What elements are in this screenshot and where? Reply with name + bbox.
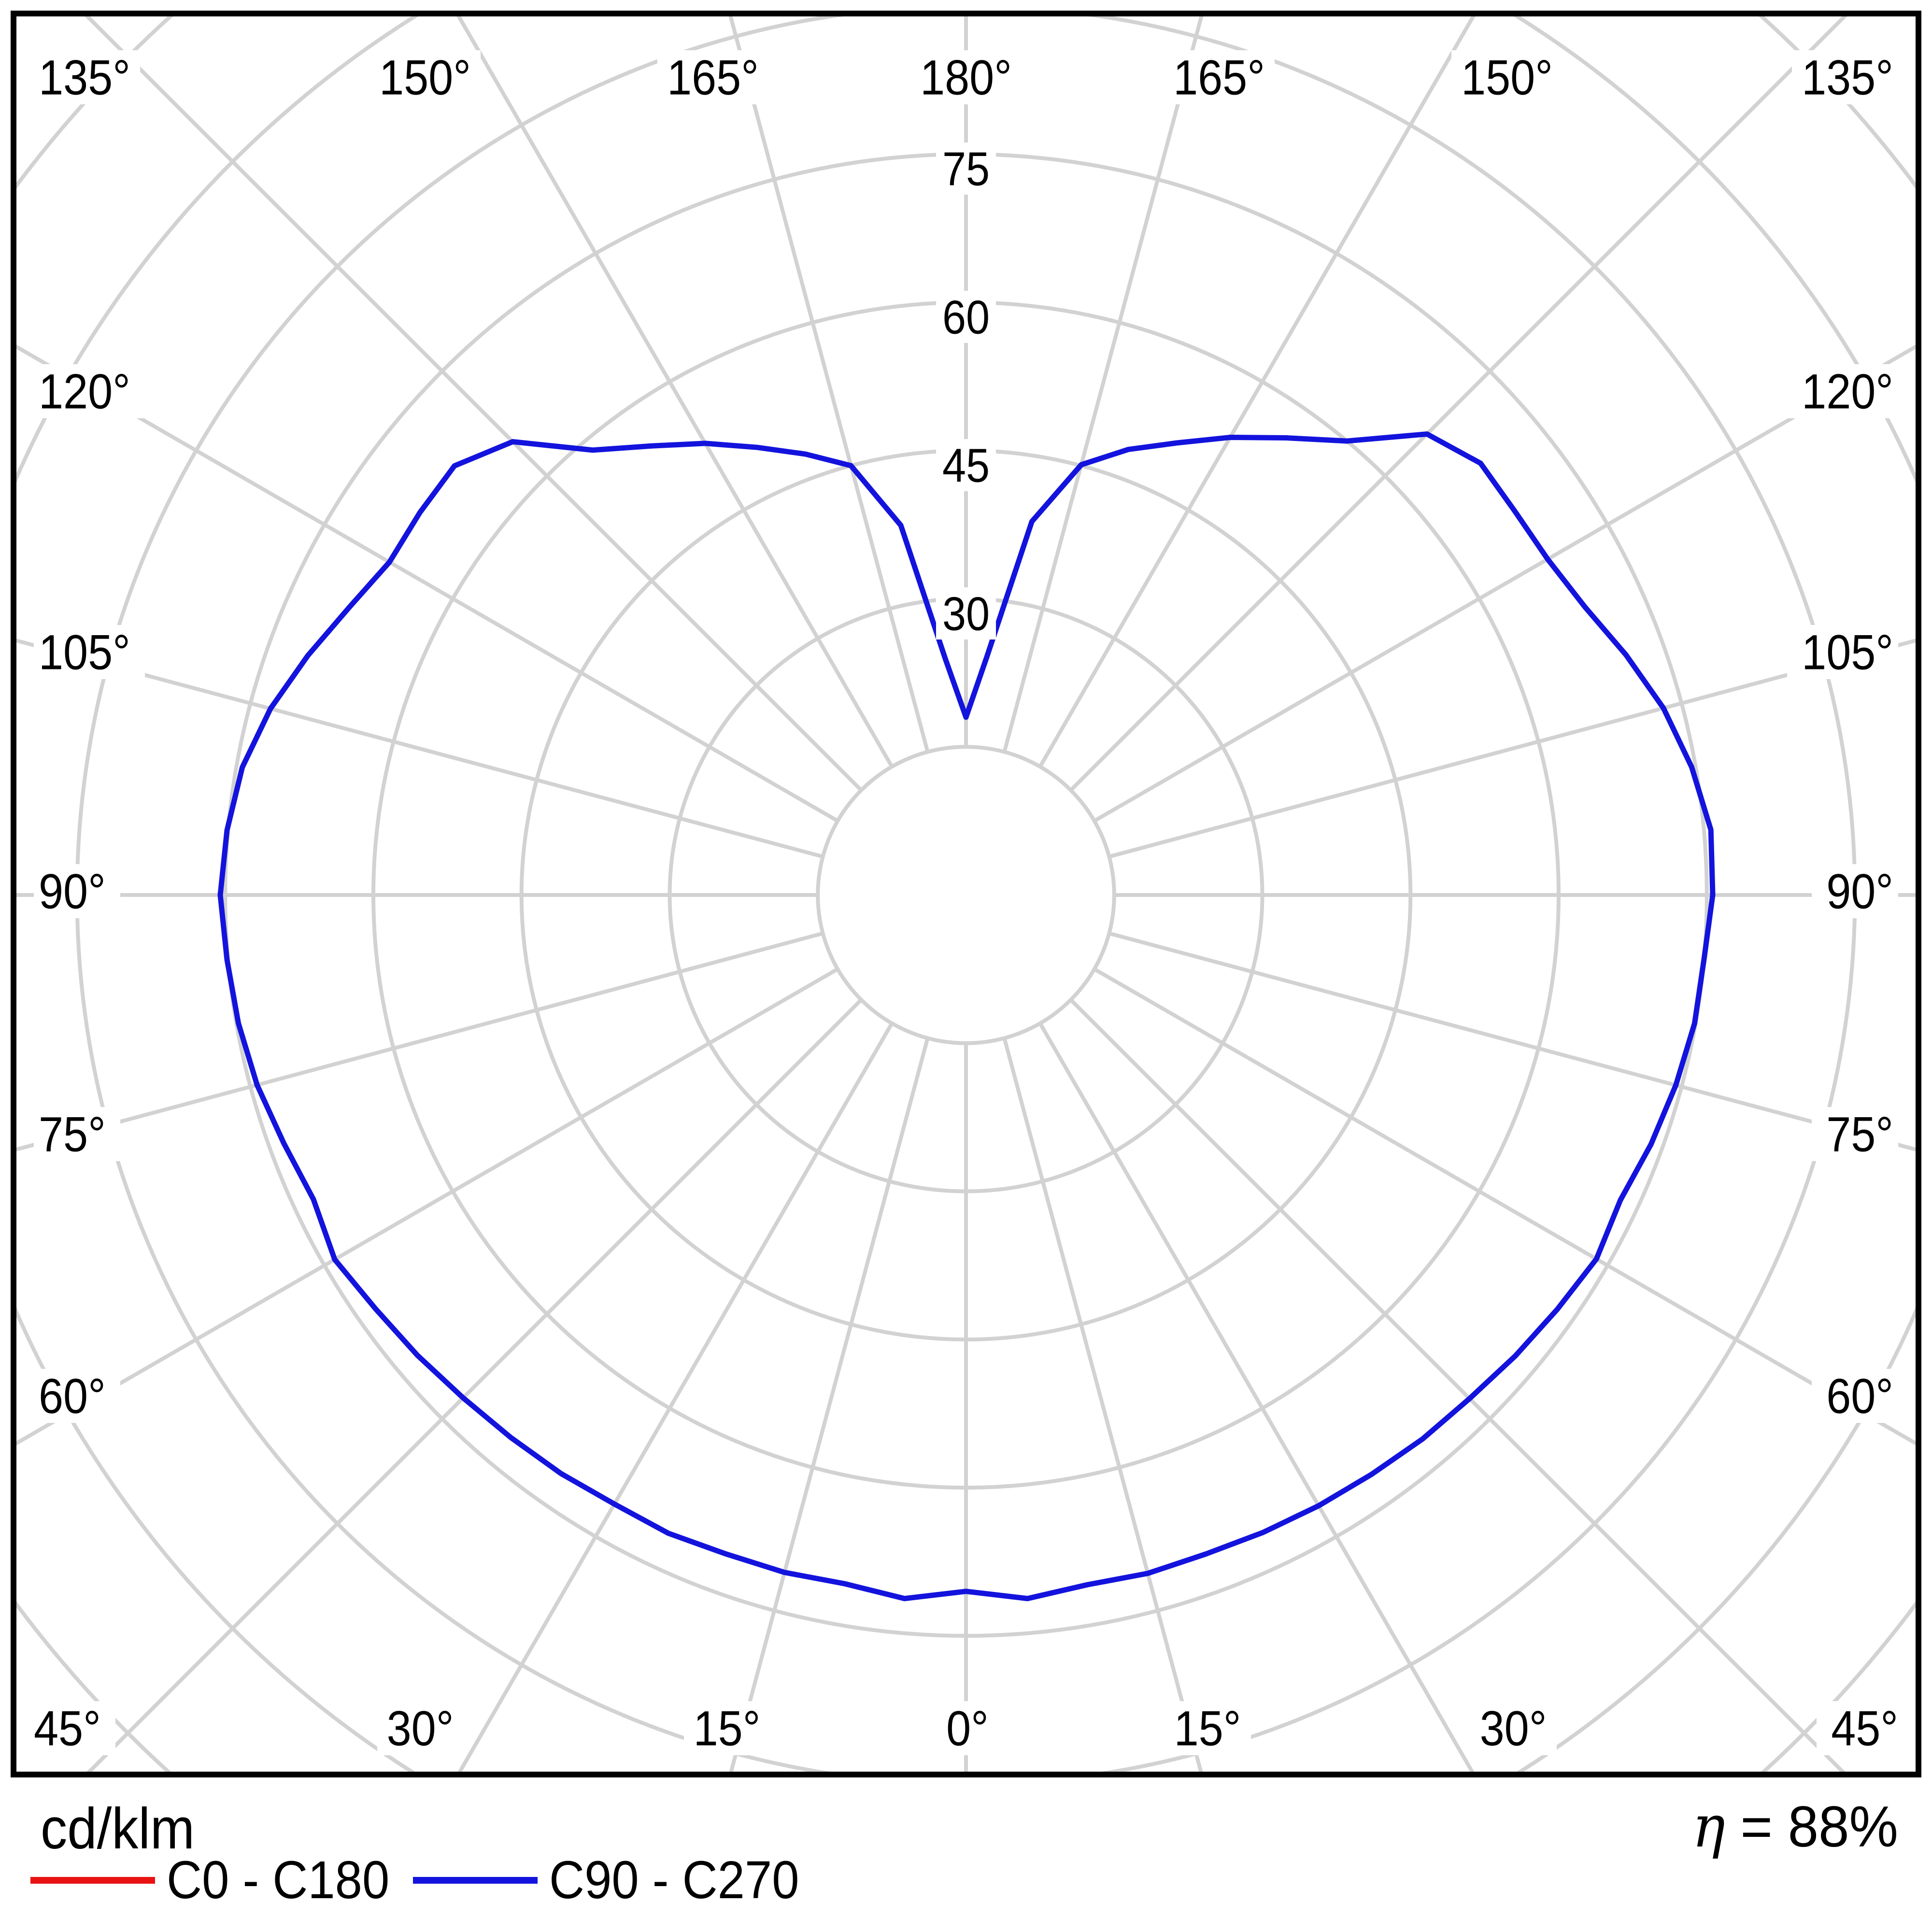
- angle-label-15°-bg: [1165, 1701, 1251, 1755]
- angle-label-165°: 165°: [667, 50, 759, 105]
- polar-spoke-225: [85, 16, 863, 792]
- angle-label-45°: 45°: [1831, 1701, 1898, 1756]
- angle-label-180°: 180°: [920, 50, 1012, 105]
- polar-spoke-285: [16, 931, 824, 1151]
- plot-frame: [11, 11, 1921, 1777]
- ring-label-45-bg: [936, 439, 996, 491]
- angle-label-15°: 15°: [1174, 1701, 1241, 1756]
- polar-spoke-120: [1093, 344, 1916, 823]
- efficiency-label: η = 88%: [1692, 1798, 1898, 1856]
- angle-label-60°: 60°: [39, 1368, 106, 1424]
- angle-label-60°-bg: [34, 1369, 120, 1423]
- angle-label-105°-bg: [1787, 625, 1898, 679]
- angle-label-135°-bg: [29, 50, 140, 104]
- angle-label-90°: 90°: [1826, 864, 1893, 919]
- angle-label-135°: 135°: [1802, 50, 1893, 105]
- angle-label-165°-bg: [657, 50, 768, 104]
- angle-label-45°: 45°: [34, 1701, 101, 1756]
- unit-label: cd/klm: [41, 1796, 195, 1861]
- polar-spoke-60: [1093, 967, 1916, 1446]
- polar-spoke-135: [1069, 16, 1847, 792]
- angle-label-120°: 120°: [1802, 364, 1893, 419]
- angle-label-105°: 105°: [1802, 625, 1893, 680]
- ring-label-75: 75: [942, 142, 990, 195]
- angle-label-90°-bg: [34, 864, 120, 918]
- ring-label-45: 45: [942, 439, 990, 492]
- polar-spoke-240: [16, 344, 839, 823]
- angle-label-90°: 90°: [39, 864, 106, 919]
- angle-label-135°-bg: [1792, 50, 1903, 104]
- legend-label-c90-c270: C90 - C270: [549, 1850, 799, 1910]
- curve-c90-c270: [217, 431, 1716, 1602]
- angle-label-150°-bg: [1451, 50, 1563, 104]
- angle-label-75°-bg: [34, 1107, 120, 1161]
- polar-ring-15: [816, 745, 1116, 1045]
- ring-label-60: 60: [942, 291, 990, 343]
- polar-spoke-165: [1002, 16, 1204, 753]
- angle-label-75°: 75°: [1826, 1107, 1893, 1162]
- angle-label-120°-bg: [1787, 364, 1898, 418]
- polar-spoke-255: [16, 639, 824, 859]
- angle-label-150°-bg: [369, 50, 481, 104]
- polar-spoke-300: [16, 967, 839, 1446]
- angle-label-135°: 135°: [39, 50, 130, 105]
- angle-label-150°: 150°: [379, 50, 471, 105]
- angle-label-45°-bg: [1817, 1701, 1903, 1755]
- polar-spoke-30: [1038, 1022, 1475, 1772]
- angle-label-30°: 30°: [1480, 1701, 1547, 1756]
- angle-label-15°-bg: [684, 1701, 770, 1755]
- angle-label-60°: 60°: [1826, 1368, 1893, 1424]
- ring-label-75-bg: [936, 142, 996, 195]
- ring-label-30: 30: [942, 587, 990, 640]
- angle-label-30°: 30°: [387, 1701, 454, 1756]
- angle-label-75°: 75°: [39, 1107, 106, 1162]
- angle-label-90°-bg: [1812, 864, 1898, 918]
- polar-spoke-210: [456, 16, 894, 768]
- angle-label-165°-bg: [1164, 50, 1275, 104]
- eta-symbol: η: [1692, 1793, 1725, 1861]
- angle-label-180°-bg: [910, 50, 1022, 104]
- angle-label-105°: 105°: [39, 625, 130, 680]
- angle-label-120°-bg: [34, 364, 145, 418]
- polar-spoke-75: [1108, 931, 1916, 1151]
- legend-swatch-c90-c270: [413, 1877, 538, 1884]
- polar-spoke-195: [728, 16, 930, 753]
- angle-label-165°: 165°: [1173, 50, 1265, 105]
- angle-label-105°-bg: [34, 625, 145, 679]
- polar-spoke-345: [729, 1037, 930, 1772]
- efficiency-value: = 88%: [1725, 1794, 1898, 1859]
- angle-label-150°: 150°: [1461, 50, 1553, 105]
- legend-swatch-c0-c180: [30, 1877, 155, 1884]
- angle-label-120°: 120°: [39, 364, 130, 419]
- angle-label-30°-bg: [377, 1701, 464, 1755]
- angle-label-30°-bg: [1470, 1701, 1557, 1755]
- angle-label-0°-bg: [937, 1701, 998, 1755]
- polar-spoke-105: [1108, 639, 1916, 859]
- angle-label-45°-bg: [29, 1701, 115, 1755]
- angle-label-75°-bg: [1812, 1107, 1898, 1161]
- legend-label-c0-c180: C0 - C180: [167, 1850, 390, 1910]
- angle-label-15°: 15°: [694, 1701, 761, 1756]
- polar-spoke-150: [1038, 16, 1476, 768]
- ring-label-30-bg: [936, 587, 996, 639]
- angle-label-0°: 0°: [946, 1701, 989, 1756]
- angle-label-60°-bg: [1812, 1369, 1898, 1423]
- polar-spoke-15: [1002, 1037, 1203, 1772]
- polar-spoke-330: [457, 1022, 894, 1772]
- ring-label-60-bg: [936, 291, 996, 343]
